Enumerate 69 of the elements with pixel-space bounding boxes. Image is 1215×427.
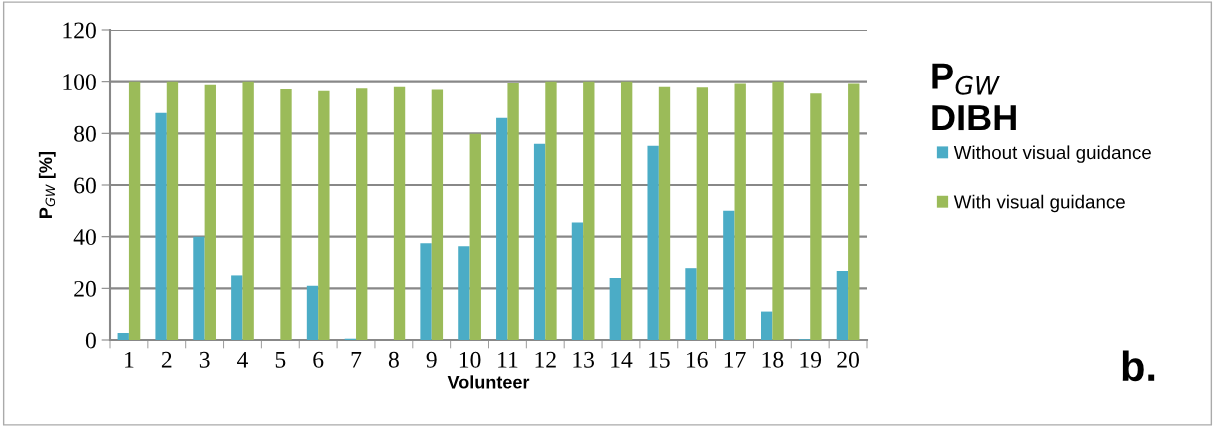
bar <box>155 112 167 340</box>
bar <box>469 133 481 340</box>
x-tick-label: 3 <box>199 351 210 368</box>
x-tick-label: 19 <box>800 351 822 368</box>
bar <box>772 81 784 340</box>
x-tick-label: 9 <box>426 351 437 368</box>
bar <box>117 333 129 340</box>
x-tick-label: 17 <box>724 351 746 368</box>
x-tick-label: 14 <box>611 351 633 368</box>
text: b. <box>1122 350 1155 382</box>
bar <box>620 81 633 340</box>
x-tick-label: 4 <box>237 351 249 368</box>
y-tick-label: 80 <box>74 125 96 142</box>
x-tick-label: 13 <box>573 351 595 368</box>
legend-label: With visual guidance <box>953 194 1125 213</box>
bar <box>306 285 319 340</box>
y-tick-label: 120 <box>63 22 96 39</box>
bar <box>545 81 557 340</box>
bar <box>723 210 735 340</box>
bar <box>231 275 243 340</box>
bar <box>166 81 179 340</box>
y-tick-label: 60 <box>74 177 96 194</box>
bar <box>533 143 546 340</box>
x-tick-label: 20 <box>837 351 859 368</box>
bar <box>848 83 860 340</box>
x-tick-label: 16 <box>686 351 708 368</box>
bar <box>647 145 659 340</box>
bar <box>836 271 849 340</box>
bar <box>496 117 508 340</box>
y-tick-label: 40 <box>73 229 96 246</box>
bar <box>761 311 773 340</box>
bar <box>734 83 746 340</box>
x-tick-label: 6 <box>313 351 324 368</box>
bar <box>128 81 141 340</box>
bar <box>242 81 254 340</box>
bar <box>280 88 292 340</box>
bar <box>420 243 432 340</box>
bar <box>507 82 519 340</box>
x-tick-label: 10 <box>459 351 481 368</box>
x-tick-label: 1 <box>125 351 134 368</box>
text: P$_{GW}$ DIBH <box>932 63 1016 131</box>
x-tick-label: 2 <box>161 351 172 368</box>
x-axis-title: Volunteer <box>447 375 530 389</box>
x-tick-label: 11 <box>498 351 518 368</box>
x-tick-label: 7 <box>351 352 362 368</box>
bar <box>193 236 205 340</box>
bar <box>658 86 671 340</box>
x-tick-label: 18 <box>762 351 784 368</box>
bar <box>458 246 470 340</box>
bar <box>393 86 406 340</box>
y-tick-label: 0 <box>85 332 96 349</box>
x-tick-label: 8 <box>388 351 399 368</box>
y-axis-title: P$_{GW}$ [%] <box>38 152 56 218</box>
bar <box>431 89 444 340</box>
bar <box>609 278 621 340</box>
bar <box>204 84 216 340</box>
legend-label: Without visual guidance <box>953 145 1151 163</box>
bar <box>356 88 368 340</box>
x-tick-label: 5 <box>275 352 286 368</box>
bar <box>696 87 709 340</box>
y-tick-label: 20 <box>74 280 96 297</box>
bar <box>685 268 697 340</box>
bar <box>583 81 595 340</box>
bar <box>571 222 584 340</box>
bar <box>810 93 822 340</box>
bar <box>318 90 330 340</box>
y-tick-label: 100 <box>63 74 96 91</box>
x-tick-label: 15 <box>649 351 670 368</box>
x-tick-label: 12 <box>535 351 556 368</box>
